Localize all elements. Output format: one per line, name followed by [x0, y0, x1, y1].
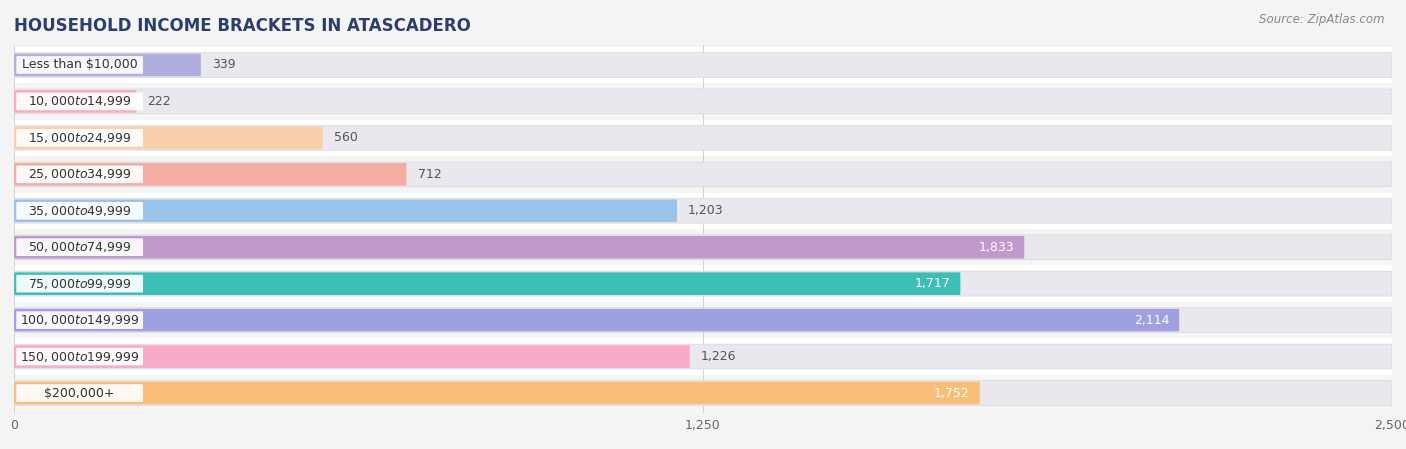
FancyBboxPatch shape [14, 375, 1392, 411]
FancyBboxPatch shape [17, 275, 143, 292]
Text: 1,203: 1,203 [688, 204, 724, 217]
FancyBboxPatch shape [14, 127, 323, 149]
FancyBboxPatch shape [17, 311, 143, 329]
Text: 560: 560 [333, 132, 357, 145]
Text: $100,000 to $149,999: $100,000 to $149,999 [20, 313, 139, 327]
FancyBboxPatch shape [14, 345, 690, 368]
FancyBboxPatch shape [14, 265, 1392, 302]
Text: $75,000 to $99,999: $75,000 to $99,999 [28, 277, 131, 291]
FancyBboxPatch shape [17, 166, 143, 183]
Text: HOUSEHOLD INCOME BRACKETS IN ATASCADERO: HOUSEHOLD INCOME BRACKETS IN ATASCADERO [14, 17, 471, 35]
Text: 339: 339 [212, 58, 236, 71]
Text: $200,000+: $200,000+ [45, 387, 115, 400]
FancyBboxPatch shape [14, 273, 960, 295]
FancyBboxPatch shape [14, 229, 1392, 265]
FancyBboxPatch shape [14, 47, 1392, 83]
FancyBboxPatch shape [14, 344, 1392, 369]
FancyBboxPatch shape [14, 53, 1392, 77]
Text: $25,000 to $34,999: $25,000 to $34,999 [28, 167, 131, 181]
FancyBboxPatch shape [14, 235, 1392, 260]
FancyBboxPatch shape [14, 53, 201, 76]
FancyBboxPatch shape [14, 309, 1180, 331]
FancyBboxPatch shape [14, 83, 1392, 119]
Text: 2,114: 2,114 [1133, 313, 1170, 326]
FancyBboxPatch shape [14, 236, 1025, 259]
Text: 222: 222 [148, 95, 172, 108]
Text: $150,000 to $199,999: $150,000 to $199,999 [20, 350, 139, 364]
FancyBboxPatch shape [14, 156, 1392, 193]
FancyBboxPatch shape [17, 348, 143, 365]
Text: $10,000 to $14,999: $10,000 to $14,999 [28, 94, 131, 108]
FancyBboxPatch shape [14, 89, 1392, 114]
FancyBboxPatch shape [17, 238, 143, 256]
FancyBboxPatch shape [14, 90, 136, 113]
FancyBboxPatch shape [14, 302, 1392, 339]
FancyBboxPatch shape [17, 384, 143, 402]
Text: $50,000 to $74,999: $50,000 to $74,999 [28, 240, 131, 254]
FancyBboxPatch shape [17, 92, 143, 110]
FancyBboxPatch shape [17, 129, 143, 147]
FancyBboxPatch shape [14, 308, 1392, 333]
FancyBboxPatch shape [14, 199, 678, 222]
FancyBboxPatch shape [14, 163, 406, 185]
Text: $15,000 to $24,999: $15,000 to $24,999 [28, 131, 131, 145]
FancyBboxPatch shape [14, 381, 1392, 405]
FancyBboxPatch shape [14, 339, 1392, 375]
Text: 1,833: 1,833 [979, 241, 1014, 254]
FancyBboxPatch shape [17, 202, 143, 220]
FancyBboxPatch shape [14, 198, 1392, 223]
Text: $35,000 to $49,999: $35,000 to $49,999 [28, 204, 131, 218]
FancyBboxPatch shape [14, 125, 1392, 150]
Text: 712: 712 [418, 168, 441, 181]
Text: 1,752: 1,752 [934, 387, 970, 400]
Text: 1,226: 1,226 [700, 350, 737, 363]
FancyBboxPatch shape [14, 162, 1392, 187]
Text: 1,717: 1,717 [915, 277, 950, 290]
FancyBboxPatch shape [17, 56, 143, 74]
Text: Source: ZipAtlas.com: Source: ZipAtlas.com [1260, 13, 1385, 26]
FancyBboxPatch shape [14, 271, 1392, 296]
FancyBboxPatch shape [14, 193, 1392, 229]
FancyBboxPatch shape [14, 119, 1392, 156]
Text: Less than $10,000: Less than $10,000 [21, 58, 138, 71]
FancyBboxPatch shape [14, 382, 980, 405]
